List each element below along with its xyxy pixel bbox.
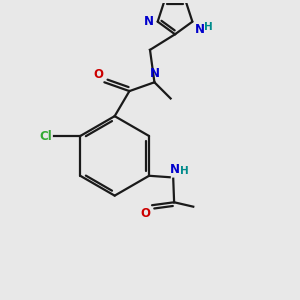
Text: N: N — [144, 15, 154, 28]
Text: H: H — [204, 22, 212, 32]
Text: N: N — [149, 67, 159, 80]
Text: N: N — [195, 23, 205, 36]
Text: O: O — [141, 207, 151, 220]
Text: O: O — [93, 68, 103, 81]
Text: N: N — [170, 163, 180, 176]
Text: Cl: Cl — [40, 130, 52, 142]
Text: H: H — [180, 166, 189, 176]
